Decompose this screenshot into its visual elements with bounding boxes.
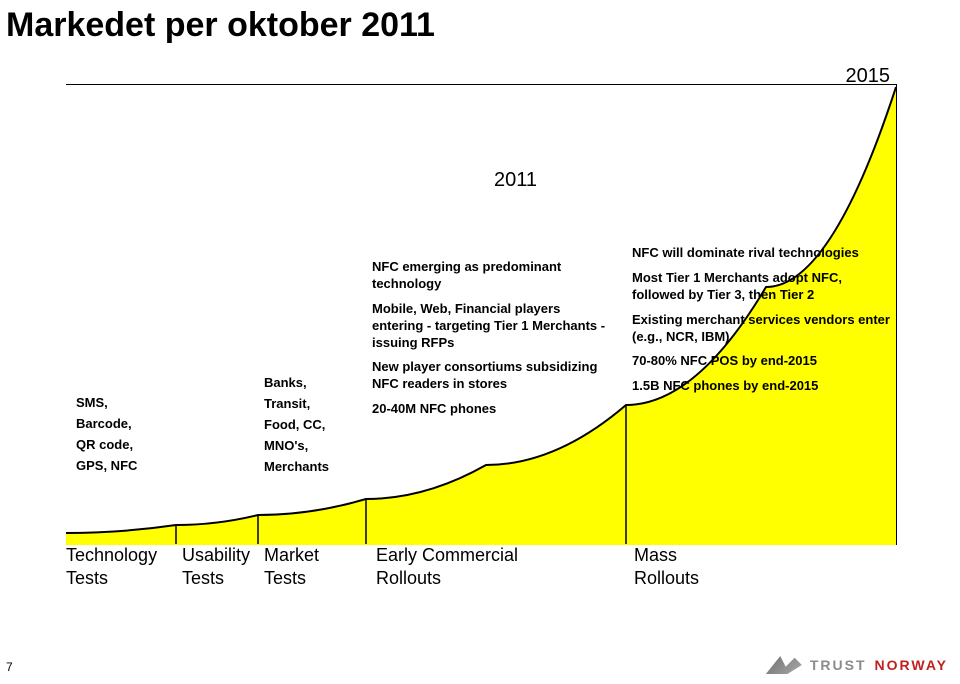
brand-logo: TRUST NORWAY xyxy=(766,656,948,674)
phase-early-commercial: Early Commercial Rollouts xyxy=(376,544,576,589)
year-now-label: 2011 xyxy=(494,169,537,192)
phase-usability-tests: Usability Tests xyxy=(182,544,262,589)
col-market-list: Banks,Transit,Food, CC,MNO's,Merchants xyxy=(264,375,354,479)
brand-mark-icon xyxy=(766,656,802,674)
brand-text-grey: TRUST xyxy=(810,657,867,673)
phase-technology-tests: Technology Tests xyxy=(66,544,176,589)
col-early-rollout: NFC emerging as predominant technologyMo… xyxy=(372,259,612,426)
col-mass-rollout: NFC will dominate rival technologiesMost… xyxy=(632,245,892,403)
phase-labels: Technology Tests Usability Tests Market … xyxy=(66,544,896,592)
col-tech-list: SMS,Barcode,QR code,GPS, NFC xyxy=(76,395,166,479)
page-title: Markedet per oktober 2011 xyxy=(6,6,435,45)
page-number: 7 xyxy=(6,660,13,674)
market-chart: 2015 2011 SMS,Barcode,QR code,GPS, NFC B… xyxy=(66,84,897,545)
brand-text-red: NORWAY xyxy=(875,657,948,673)
year-end-label: 2015 xyxy=(846,65,891,88)
phase-market-tests: Market Tests xyxy=(264,544,364,589)
phase-mass-rollouts: Mass Rollouts xyxy=(634,544,734,589)
